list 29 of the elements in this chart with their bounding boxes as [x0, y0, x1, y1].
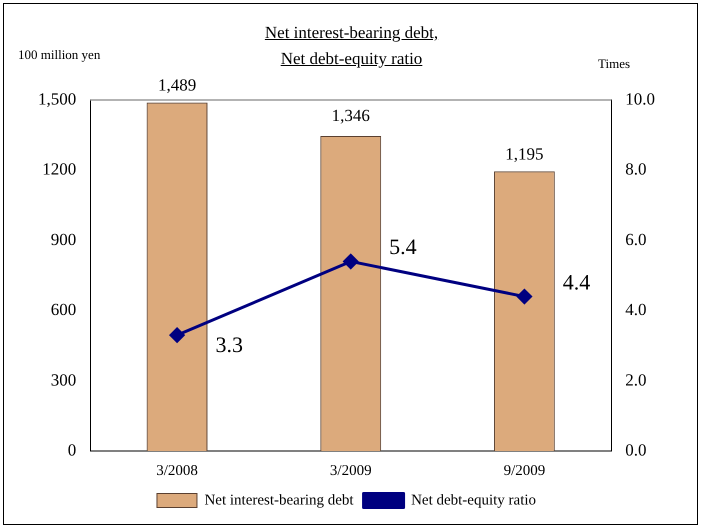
- data-label: 5.4: [389, 234, 417, 260]
- legend-label: Net debt-equity ratio: [411, 492, 536, 508]
- y2-axis-title: Times: [598, 56, 630, 72]
- y-tick-label: 0: [68, 440, 76, 460]
- y-axis-title: 100 million yen: [18, 47, 100, 63]
- x-tick-label: 3/2009: [330, 462, 372, 479]
- y2-tick-label: 6.0: [625, 230, 646, 249]
- point: [343, 254, 358, 269]
- y2-tick-label: 10.0: [625, 89, 655, 108]
- point: [170, 328, 185, 343]
- chart-title: Net interest-bearing debt, Net debt-equity ratio: [264, 23, 438, 68]
- y-tick-label: 900: [50, 230, 76, 249]
- legend-label: Net interest-bearing debt: [204, 492, 354, 508]
- y2-tick-label: 0.0: [625, 440, 646, 460]
- data-label: 1,195: [505, 144, 544, 164]
- y-tick-label: 600: [50, 300, 76, 320]
- y2-tick-label: 4.0: [625, 300, 646, 320]
- y-tick-label: 1200: [42, 160, 76, 179]
- data-label: 1,346: [332, 106, 370, 126]
- y-tick-label: 1,500: [38, 89, 76, 108]
- point: [516, 289, 532, 304]
- x-tick-label: 3/2008: [156, 462, 198, 479]
- data-label: 4.4: [562, 269, 590, 294]
- x-tick-label: 9/2009: [504, 462, 546, 479]
- y2-tick-label: 2.0: [625, 370, 646, 390]
- y2-tick-label: 8.0: [625, 160, 646, 179]
- data-label: 1,489: [158, 76, 196, 95]
- data-label: 3.3: [215, 332, 243, 357]
- y-tick-label: 300: [50, 370, 76, 390]
